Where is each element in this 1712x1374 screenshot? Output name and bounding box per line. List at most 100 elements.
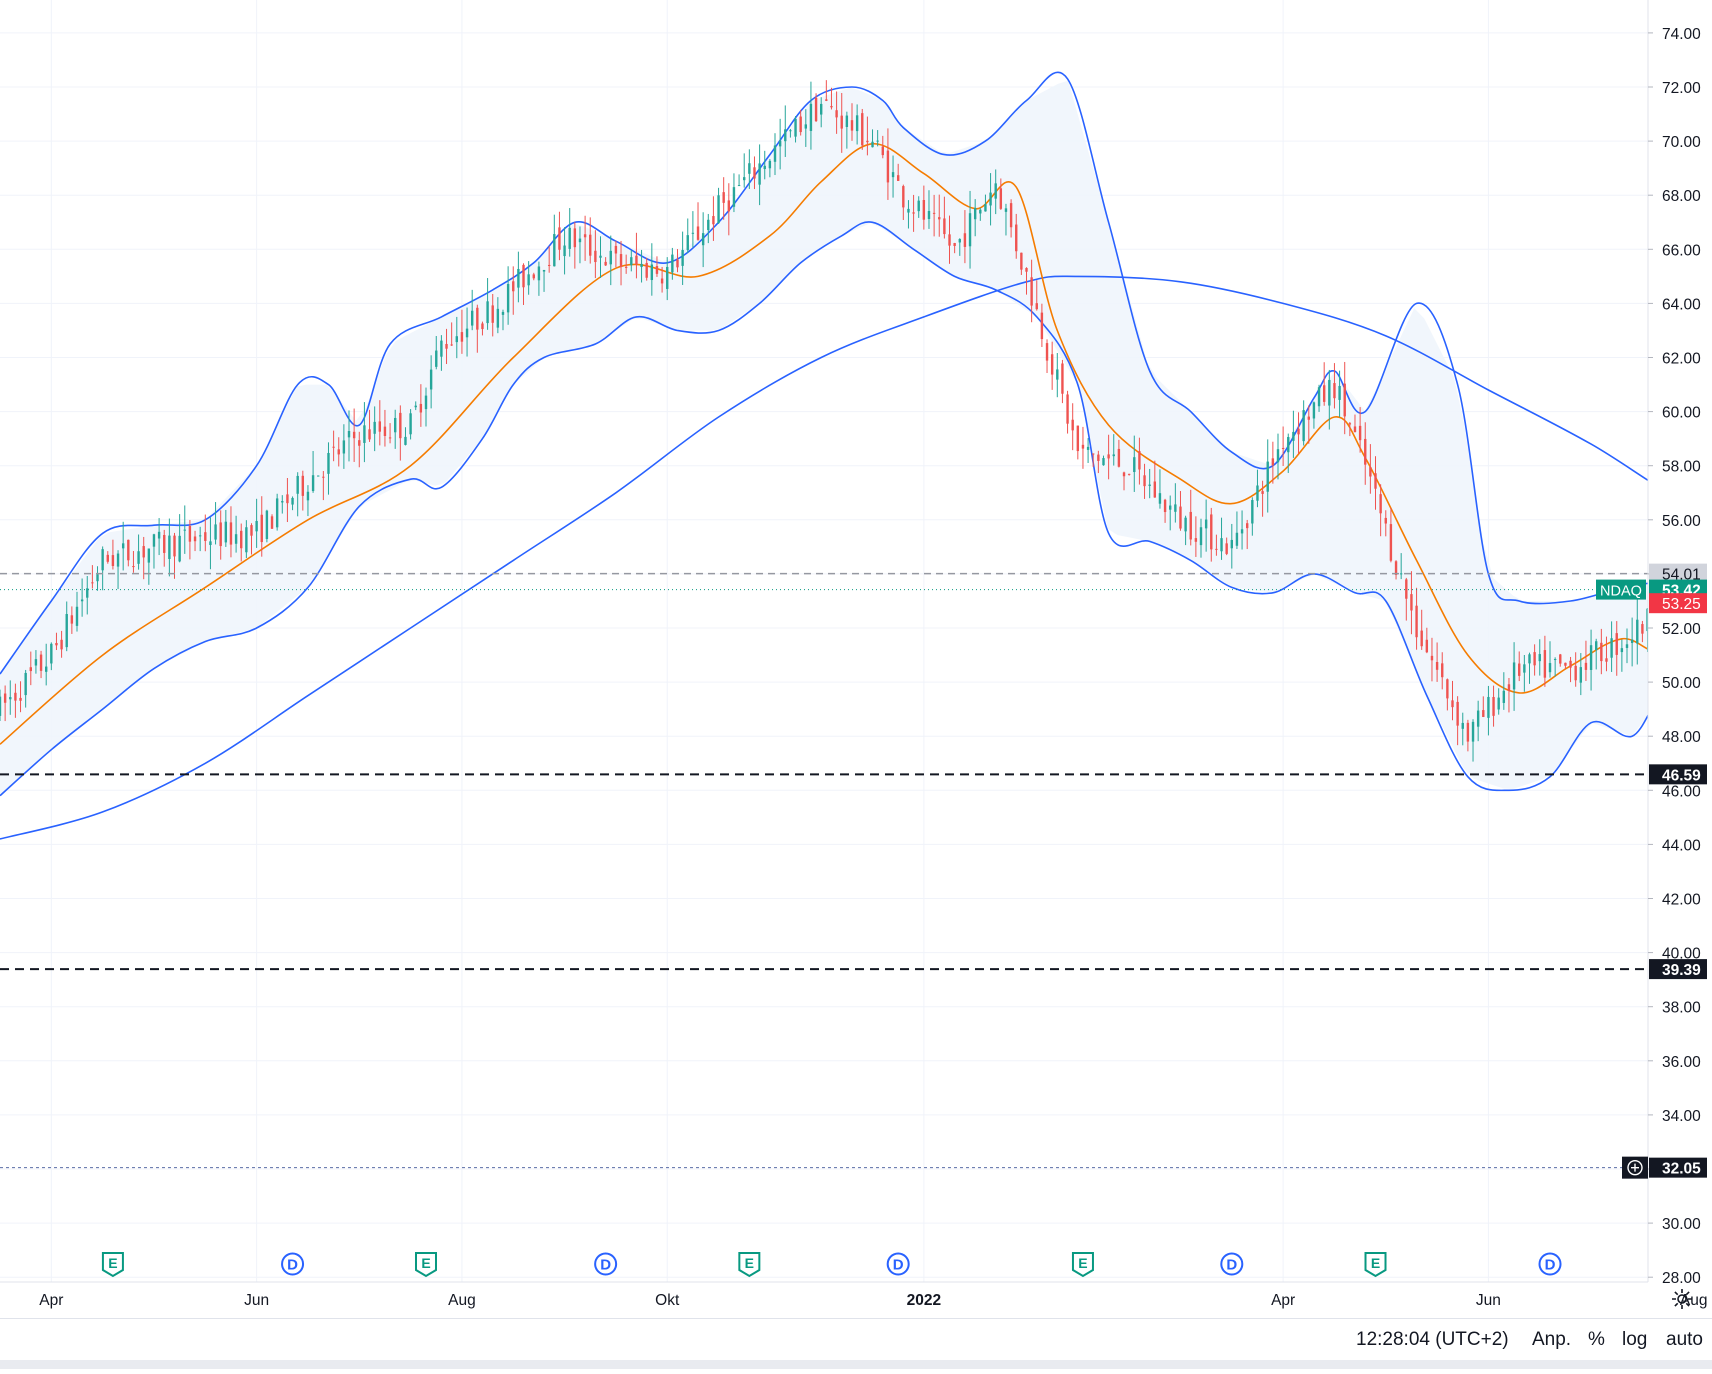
candle-body bbox=[830, 106, 833, 108]
candle-body bbox=[999, 188, 1003, 209]
candle-body bbox=[173, 535, 176, 557]
event-marker-d[interactable]: D bbox=[1220, 1252, 1244, 1276]
candle-body bbox=[265, 510, 269, 540]
candle-body bbox=[75, 606, 79, 626]
candle-body bbox=[332, 446, 335, 448]
candle-body bbox=[1143, 475, 1146, 487]
candle-body bbox=[532, 274, 535, 279]
svg-text:D: D bbox=[1226, 1257, 1237, 1274]
candle-body bbox=[984, 204, 987, 212]
candle-body bbox=[245, 527, 248, 553]
event-marker-e[interactable]: E bbox=[414, 1252, 437, 1278]
candle-body bbox=[1163, 499, 1167, 513]
candle-body bbox=[619, 254, 623, 268]
time-tick-label: Apr bbox=[39, 1292, 63, 1309]
candle-body bbox=[1225, 543, 1228, 554]
candle-body bbox=[1589, 645, 1593, 670]
bottom-toolbar: 12:28:04 (UTC+2) Anp. % log auto bbox=[0, 1318, 1712, 1361]
candle-body bbox=[825, 99, 828, 101]
candle-body bbox=[881, 146, 884, 156]
candle-body bbox=[1256, 485, 1259, 501]
event-marker-e[interactable]: E bbox=[738, 1252, 761, 1278]
adjust-toggle[interactable]: Anp. bbox=[1532, 1329, 1572, 1350]
candle-body bbox=[1405, 579, 1408, 599]
candle-body bbox=[188, 526, 192, 542]
candle-body bbox=[1615, 633, 1618, 655]
candle-body bbox=[932, 212, 936, 214]
price-tick-label: 72.00 bbox=[1662, 80, 1701, 97]
price-tick-label: 66.00 bbox=[1662, 242, 1701, 259]
price-tick-label: 60.00 bbox=[1662, 405, 1701, 422]
candle-body bbox=[1050, 354, 1054, 375]
price-tick-label: 48.00 bbox=[1662, 729, 1701, 746]
candle-body bbox=[1194, 538, 1198, 542]
sma200-line bbox=[0, 275, 1648, 840]
candle-body bbox=[635, 255, 638, 265]
candle-body bbox=[178, 535, 181, 562]
candle-body bbox=[1030, 277, 1033, 306]
event-marker-d[interactable]: D bbox=[281, 1252, 305, 1276]
candle-body bbox=[1102, 458, 1105, 466]
candle-body bbox=[163, 534, 166, 553]
time-tick-label: 2022 bbox=[907, 1292, 941, 1309]
event-marker-e[interactable]: E bbox=[1364, 1252, 1387, 1278]
candle-body bbox=[660, 278, 664, 284]
candle-body bbox=[1553, 659, 1557, 661]
candle-body bbox=[445, 343, 448, 349]
candle-body bbox=[1420, 630, 1423, 647]
candle-body bbox=[1353, 426, 1357, 433]
candle-body bbox=[809, 103, 813, 131]
candle-body bbox=[922, 200, 926, 220]
candle-body bbox=[486, 301, 489, 324]
settings-gear-icon[interactable] bbox=[1670, 1287, 1694, 1311]
candle-body bbox=[1220, 538, 1223, 552]
candle-body bbox=[671, 254, 674, 273]
log-toggle[interactable]: log bbox=[1622, 1329, 1648, 1350]
percent-toggle[interactable]: % bbox=[1588, 1329, 1605, 1350]
candle-body bbox=[866, 140, 869, 143]
event-marker-d[interactable]: D bbox=[1538, 1252, 1562, 1276]
candle-body bbox=[1210, 514, 1213, 550]
candle-body bbox=[424, 395, 428, 410]
candle-body bbox=[927, 210, 931, 220]
candle-body bbox=[1281, 447, 1285, 449]
candle-body bbox=[1004, 208, 1008, 212]
candle-body bbox=[1533, 652, 1536, 666]
candle-body bbox=[1092, 453, 1095, 455]
candle-body bbox=[1184, 517, 1187, 532]
auto-toggle[interactable]: auto bbox=[1666, 1329, 1703, 1350]
candle-body bbox=[973, 207, 977, 220]
candle-body bbox=[517, 268, 520, 288]
svg-text:E: E bbox=[421, 1255, 430, 1271]
candle-body bbox=[476, 307, 479, 330]
candle-body bbox=[1620, 648, 1624, 653]
candle-body bbox=[1071, 419, 1074, 431]
event-marker-d[interactable]: D bbox=[886, 1252, 910, 1276]
candle-body bbox=[1471, 721, 1475, 742]
candle-body bbox=[327, 452, 330, 474]
candle-body bbox=[1374, 473, 1377, 489]
add-alert-plus-icon[interactable] bbox=[1622, 1156, 1648, 1179]
candle-body bbox=[1564, 662, 1567, 666]
candle-body bbox=[419, 403, 423, 413]
price-tick-label: 44.00 bbox=[1662, 837, 1701, 854]
event-marker-e[interactable]: E bbox=[101, 1252, 124, 1278]
candle-body bbox=[691, 232, 695, 234]
candle-body bbox=[296, 475, 299, 494]
candle-body bbox=[1625, 644, 1629, 648]
candle-body bbox=[871, 141, 874, 148]
candle-body bbox=[681, 249, 684, 266]
candle-body bbox=[429, 369, 433, 390]
candle-body bbox=[1559, 654, 1562, 664]
svg-text:E: E bbox=[1371, 1255, 1380, 1271]
candle-body bbox=[65, 614, 68, 648]
event-marker-e[interactable]: E bbox=[1071, 1252, 1094, 1278]
event-marker-d[interactable]: D bbox=[594, 1252, 618, 1276]
candle-body bbox=[943, 218, 946, 235]
candle-body bbox=[1189, 511, 1192, 540]
candle-body bbox=[676, 259, 679, 268]
candle-body bbox=[34, 659, 38, 666]
candle-body bbox=[701, 233, 705, 246]
